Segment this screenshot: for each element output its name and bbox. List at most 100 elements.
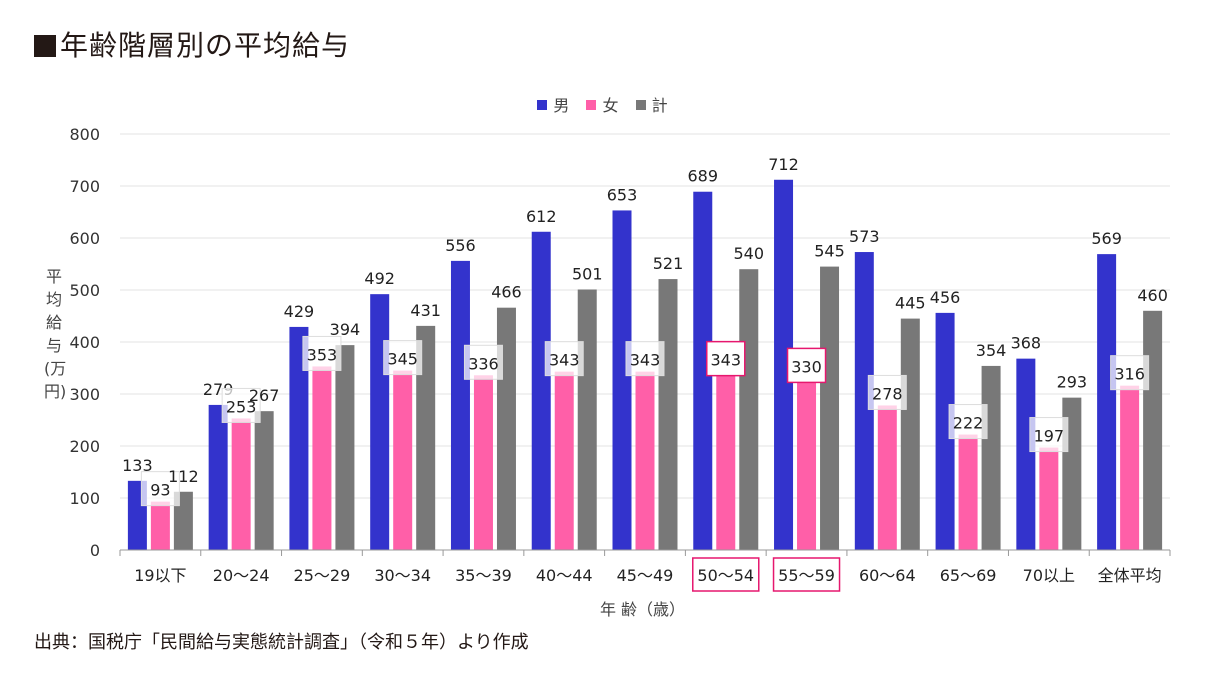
legend-item-female: 女 [586, 92, 619, 116]
x-tick-label: 30〜34 [374, 566, 431, 585]
x-tick-label: 55〜59 [778, 566, 835, 585]
legend-item-male: 男 [537, 92, 569, 116]
x-tick-label: 70以上 [1023, 566, 1075, 585]
y-tick-labels: 0 100 200 300 400 500 600 700 800 [69, 125, 100, 560]
x-axis: 19以下 20〜24 25〜29 30〜34 35〜39 40〜44 45〜49 50〜54 5… [119, 549, 1171, 592]
data-label-box-female [867, 374, 907, 410]
data-labels: 1339311227925326742935339449234543155633… [122, 155, 1168, 507]
bar-female [797, 378, 817, 550]
bar-female [635, 371, 655, 550]
data-label-total: 466 [491, 283, 522, 302]
data-label-male: 573 [849, 227, 880, 246]
x-tick-label: 25〜29 [294, 566, 351, 585]
data-label-female: 197 [1034, 427, 1065, 446]
x-tick-label: 40〜44 [536, 566, 593, 585]
bar-male [854, 252, 874, 551]
data-label-female: 343 [549, 351, 580, 370]
data-label-male: 368 [1011, 334, 1042, 353]
bar-total [900, 318, 920, 550]
data-label-box-female [221, 387, 261, 423]
bar-female [393, 370, 413, 550]
legend-item-total: 計 [635, 92, 668, 116]
data-label-female: 253 [226, 397, 257, 416]
data-label-total: 394 [330, 320, 361, 339]
data-label-box-female [544, 341, 584, 377]
bar-total [981, 365, 1001, 550]
data-label-male: 569 [1091, 229, 1122, 248]
x-tick-label: 45〜49 [617, 566, 674, 585]
x-axis-label: 年 齢（歳） [599, 600, 686, 619]
y-tick-label: 100 [69, 489, 100, 508]
data-label-total: 267 [249, 386, 280, 405]
data-label-male: 492 [364, 269, 395, 288]
data-label-male: 456 [930, 288, 961, 307]
data-label-female: 353 [307, 345, 338, 364]
bar-female [716, 371, 736, 550]
bar-male [370, 294, 390, 550]
bar-female [1039, 447, 1059, 550]
bar-total [496, 307, 516, 550]
source-note: 出典：国税庁「民間給与実態統計調査」（令和５年）より作成 [34, 632, 529, 653]
bar-total [739, 269, 759, 550]
data-label-female: 93 [150, 481, 170, 500]
data-label-total: 293 [1057, 373, 1088, 392]
y-tick-label: 200 [69, 437, 100, 456]
bar-female [1120, 385, 1140, 550]
category-highlight-box [692, 557, 760, 592]
bar-total [577, 289, 597, 550]
data-label-female: 330 [791, 357, 822, 376]
bar-male [531, 231, 551, 550]
legend-swatch-male [537, 100, 548, 110]
x-tick-label: 全体平均 [1098, 566, 1162, 585]
data-label-box-female [463, 344, 503, 380]
legend-swatch-female [586, 100, 597, 110]
data-label-box-female [383, 340, 423, 376]
bar-female [150, 501, 170, 550]
y-tick-label: 0 [90, 541, 100, 560]
x-tick-label: 65〜69 [940, 566, 997, 585]
data-label-total: 445 [895, 294, 926, 313]
bar-male [289, 326, 309, 550]
data-label-total: 431 [410, 301, 441, 320]
category-highlight-box [772, 557, 841, 592]
data-label-box-female [625, 341, 665, 377]
bar-male [612, 210, 632, 550]
data-label-box-female [1029, 417, 1069, 453]
legend-label-male: 男 [553, 96, 570, 115]
data-label-box-female [302, 335, 342, 371]
data-label-box-female [140, 471, 180, 507]
y-tick-label: 600 [69, 229, 100, 248]
data-label-box-female [948, 404, 988, 440]
legend-swatch-total [635, 100, 646, 110]
y-tick-label: 700 [69, 177, 100, 196]
bar-female [312, 366, 332, 550]
x-tick-label: 20〜24 [213, 566, 270, 585]
data-label-female: 345 [387, 350, 418, 369]
bar-female [473, 375, 493, 550]
bar-total [173, 491, 193, 550]
data-label-female: 336 [468, 354, 499, 373]
y-tick-label: 400 [69, 333, 100, 352]
bar-total [1143, 310, 1163, 550]
bar-total [335, 345, 355, 550]
y-tick-label: 500 [69, 281, 100, 300]
data-label-female: 343 [710, 351, 741, 370]
bar-male [935, 312, 955, 550]
bar-male [1016, 358, 1036, 550]
data-label-male: 612 [526, 207, 557, 226]
data-label-male: 689 [687, 167, 718, 186]
chart-title-text: 年齢階層別の平均給与 [60, 29, 351, 62]
data-label-total: 521 [653, 254, 684, 273]
data-label-box-female [1110, 355, 1150, 391]
bar-total [254, 411, 274, 550]
bar-total [820, 266, 840, 550]
x-tick-label: 35〜39 [455, 566, 512, 585]
bar-male [1097, 254, 1117, 550]
bar-female [554, 371, 574, 550]
bar-male [208, 404, 228, 550]
data-label-male: 556 [445, 236, 476, 255]
data-label-female: 278 [872, 384, 903, 403]
legend-label-female: 女 [602, 96, 619, 115]
y-tick-label: 800 [69, 125, 100, 144]
